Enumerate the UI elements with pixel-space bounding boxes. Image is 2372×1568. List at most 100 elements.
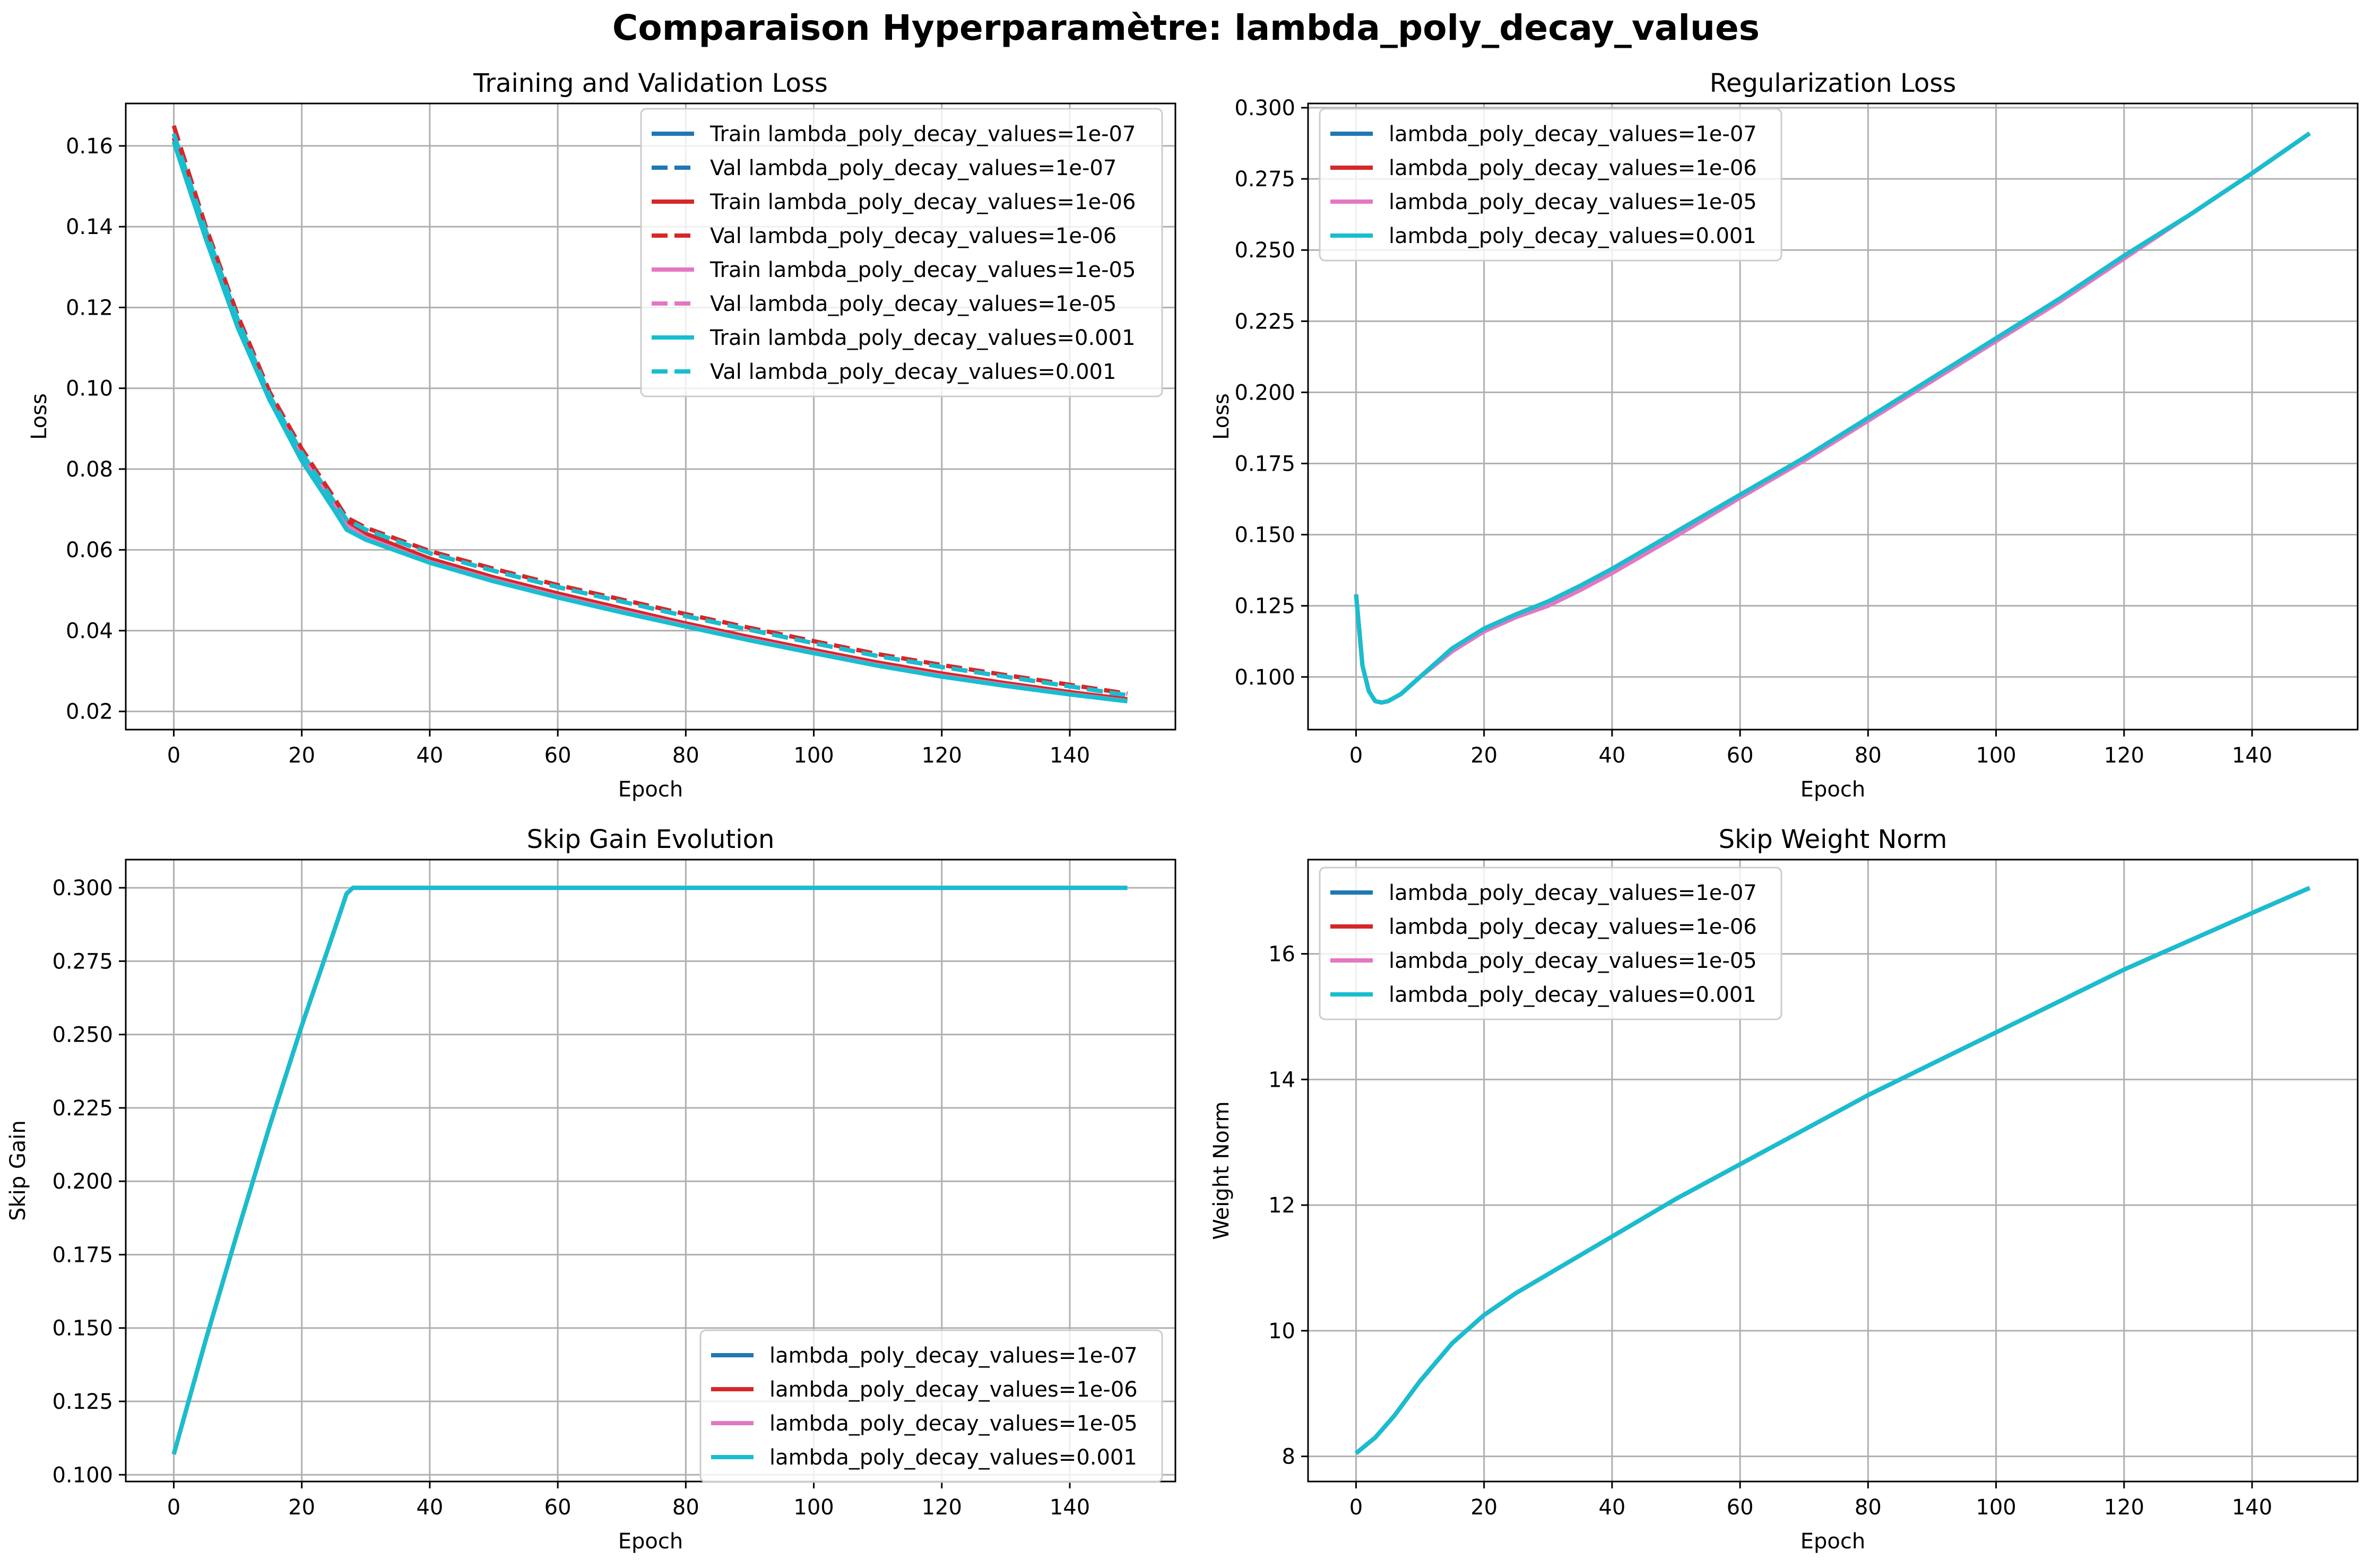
- legend-label: lambda_poly_decay_values=1e-06: [769, 1378, 1138, 1402]
- y-tick-label: 0.12: [66, 296, 113, 320]
- y-tick-label: 12: [1268, 1193, 1295, 1218]
- chart-title: Training and Validation Loss: [473, 68, 828, 98]
- x-tick-label: 0: [1349, 743, 1363, 768]
- series-line-7: [171, 141, 1128, 704]
- x-tick-label: 40: [416, 743, 443, 768]
- y-tick-label: 0.150: [1234, 523, 1295, 548]
- y-tick-label: 0.16: [66, 134, 113, 159]
- x-tick-label: 120: [922, 743, 962, 768]
- y-tick-label: 0.10: [66, 377, 113, 401]
- x-tick-label: 80: [672, 1495, 699, 1520]
- series-group: [1354, 132, 2311, 705]
- legend-label: lambda_poly_decay_values=1e-07: [1389, 881, 1757, 905]
- y-tick-label: 0.100: [1234, 665, 1295, 690]
- legend-label: lambda_poly_decay_values=1e-06: [1389, 156, 1757, 180]
- legend-box: [699, 1329, 1163, 1483]
- legend-label: lambda_poly_decay_values=1e-05: [1389, 949, 1757, 973]
- x-tick-label: 100: [793, 743, 834, 768]
- y-tick-label: 0.250: [52, 1023, 113, 1047]
- chart-training-validation-loss: 0 20 40 60 80 100 120 140 0.02 0.04 0.06 0.08 0.10 0.…: [27, 68, 1176, 802]
- x-tick-label: 120: [2104, 1495, 2144, 1520]
- x-tick-label: 100: [793, 1495, 834, 1520]
- legend-label: lambda_poly_decay_values=1e-07: [1389, 122, 1757, 146]
- x-tick-label: 20: [288, 1495, 315, 1520]
- x-tick-label: 140: [2232, 1495, 2272, 1520]
- x-tick-label: 80: [1855, 743, 1882, 768]
- y-tick-label: 0.300: [1234, 96, 1295, 120]
- x-tick-label: 40: [416, 1495, 443, 1520]
- series-line-4: [1354, 886, 2311, 1455]
- legend-box: [1319, 108, 1782, 262]
- figure-title: Comparaison Hyperparamètre: lambda_poly_…: [612, 7, 1760, 48]
- y-tick-label: 0.14: [66, 215, 113, 239]
- series-line-4: [1354, 132, 2311, 705]
- y-tick-label: 0.200: [52, 1169, 113, 1194]
- y-tick-label: 0.02: [66, 700, 113, 724]
- chart-skip-weight-norm: 0 20 40 60 80 100 120 140 8 10 12 14 16 Skip Weight N…: [1209, 825, 2359, 1554]
- plot-frame: [125, 102, 1176, 731]
- y-tick-label: 0.125: [52, 1390, 113, 1414]
- series-group: [171, 125, 1128, 704]
- series-group: [171, 886, 1128, 1455]
- plot-frame: [125, 859, 1176, 1483]
- x-tick-label: 80: [1855, 1495, 1882, 1520]
- y-tick-label: 0.275: [1234, 167, 1295, 192]
- x-tick-label: 140: [1050, 743, 1090, 768]
- x-tick-label: 100: [1976, 743, 2016, 768]
- y-axis-label: Weight Norm: [1209, 1101, 1234, 1240]
- legend-label: Val lambda_poly_decay_values=1e-06: [710, 224, 1116, 248]
- x-axis-label: Epoch: [1800, 1529, 1865, 1554]
- y-tick-label: 8: [1282, 1445, 1295, 1469]
- x-axis-label: Epoch: [618, 777, 683, 802]
- y-tick-label: 10: [1268, 1319, 1295, 1344]
- chart-title: Regularization Loss: [1710, 68, 1957, 98]
- legend-label: Val lambda_poly_decay_values=1e-05: [710, 292, 1116, 316]
- legend-box: [1319, 867, 1782, 1020]
- x-tick-label: 20: [288, 743, 315, 768]
- y-tick-label: 0.08: [66, 457, 113, 482]
- x-axis-label: Epoch: [618, 1529, 683, 1554]
- y-tick-label: 14: [1268, 1068, 1295, 1092]
- x-tick-label: 60: [544, 743, 572, 768]
- x-tick-label: 20: [1470, 743, 1497, 768]
- y-tick-label: 0.225: [52, 1096, 113, 1121]
- y-tick-label: 16: [1268, 942, 1295, 967]
- y-tick-label: 0.125: [1234, 594, 1295, 619]
- legend: Train lambda_poly_decay_values=1e-07 Val …: [640, 108, 1163, 397]
- y-tick-label: 0.175: [1234, 452, 1295, 477]
- chart-title: Skip Weight Norm: [1719, 825, 1947, 854]
- y-axis-label: Skip Gain: [6, 1120, 30, 1221]
- x-axis-label: Epoch: [1800, 777, 1865, 802]
- legend-label: lambda_poly_decay_values=0.001: [1389, 224, 1756, 248]
- legend-label: Val lambda_poly_decay_values=0.001: [710, 360, 1116, 384]
- legend-label: lambda_poly_decay_values=1e-07: [769, 1344, 1138, 1368]
- x-tick-label: 60: [1727, 1495, 1754, 1520]
- legend: lambda_poly_decay_values=1e-07 lambda_pol…: [1319, 108, 1782, 262]
- chart-regularization-loss: 0 20 40 60 80 100 120 140 0.100 0.125 0.150 0.175 0.…: [1209, 68, 2359, 802]
- x-tick-label: 60: [544, 1495, 572, 1520]
- x-tick-label: 0: [1349, 1495, 1363, 1520]
- legend-label: lambda_poly_decay_values=0.001: [769, 1445, 1137, 1470]
- legend-label: lambda_poly_decay_values=1e-06: [1389, 915, 1757, 939]
- y-tick-label: 0.225: [1234, 309, 1295, 334]
- series-line-8: [171, 133, 1128, 698]
- legend-label: lambda_poly_decay_values=0.001: [1389, 983, 1756, 1007]
- y-axis-label: Loss: [27, 393, 51, 440]
- x-tick-label: 100: [1976, 1495, 2016, 1520]
- x-tick-label: 120: [2104, 743, 2144, 768]
- plot-frame: [1307, 859, 2359, 1483]
- x-tick-label: 60: [1727, 743, 1754, 768]
- y-axis-label: Loss: [1209, 393, 1234, 440]
- y-tick-label: 0.150: [52, 1316, 113, 1341]
- x-tick-label: 120: [922, 1495, 962, 1520]
- legend-label: lambda_poly_decay_values=1e-05: [769, 1411, 1138, 1436]
- legend-label: Train lambda_poly_decay_values=1e-06: [709, 190, 1136, 214]
- x-tick-label: 140: [1050, 1495, 1090, 1520]
- x-tick-label: 80: [672, 743, 699, 768]
- y-tick-label: 0.200: [1234, 380, 1295, 405]
- x-tick-label: 40: [1598, 1495, 1625, 1520]
- y-tick-label: 0.275: [52, 949, 113, 974]
- legend: lambda_poly_decay_values=1e-07 lambda_pol…: [1319, 867, 1782, 1020]
- legend: lambda_poly_decay_values=1e-07 lambda_pol…: [699, 1329, 1163, 1483]
